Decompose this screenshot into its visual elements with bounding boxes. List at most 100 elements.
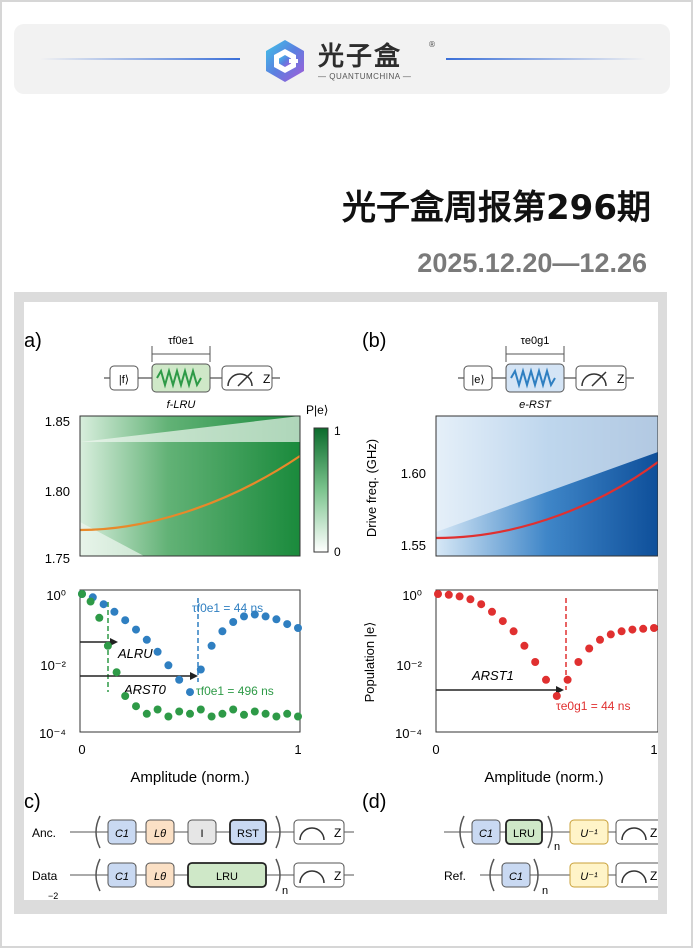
row-label-data: Data [32, 869, 58, 883]
gate-c1 [107, 862, 137, 888]
data-point-blue [99, 600, 108, 609]
data-point-blue [218, 627, 227, 636]
brand-name: 光子盒 [318, 42, 403, 72]
panel-label-b: (b) [362, 330, 386, 352]
state-f-label: |f⟩ [119, 374, 129, 386]
colorbar-bottom: 0 [334, 545, 341, 559]
data-point-red [542, 675, 550, 684]
fit-curve-a [79, 455, 301, 532]
ytick: 10⁻² [40, 658, 66, 673]
xtick: 0 [78, 742, 85, 757]
data-point-red [628, 625, 637, 634]
data-point-blue [240, 612, 248, 621]
meter-icon [621, 827, 647, 841]
data-point-green [112, 668, 121, 677]
data-point-green [132, 702, 140, 711]
meas-box [293, 862, 345, 888]
data-point-red [574, 658, 583, 666]
data-point-red [650, 624, 658, 632]
data-point-green [207, 712, 216, 721]
data-point-blue [121, 616, 130, 625]
a-rst1-label: ARST1 [471, 668, 514, 683]
xlabel-b: Amplitude (norm.) [484, 769, 603, 786]
state-box-f [109, 365, 139, 391]
rst-pulse-icon [510, 367, 556, 389]
gate-label: C1 [509, 871, 523, 883]
a-rst-label: ARST0 [123, 682, 167, 697]
data-point-green [250, 707, 259, 716]
population-plot-b: 10⁰ 10⁻² 10⁻⁴ 0 1 Amplitude (norm.) Popu… [362, 588, 658, 786]
data-point-blue [294, 624, 302, 632]
state-box-e [463, 365, 493, 391]
gate-label: RST [237, 828, 259, 840]
b-heat-ylabel: Drive freq. (GHz) [364, 439, 379, 537]
lru-pulse-icon [156, 367, 202, 389]
meas-z: Z [650, 826, 657, 840]
gate-l [145, 862, 175, 888]
points-a [78, 590, 302, 721]
ytick: 1.60 [401, 466, 426, 481]
fit-curve-b [435, 461, 658, 540]
issue-date: 2025.12.20—12.26 [417, 248, 647, 278]
gate-label: Lθ [154, 871, 166, 883]
data-point-red [606, 630, 615, 639]
meas-z: Z [650, 869, 657, 883]
repeat-n: n [542, 885, 548, 897]
panel-label-d: (d) [362, 791, 386, 813]
meas-z-b: Z [617, 372, 624, 386]
data-point-blue [283, 620, 292, 629]
population-plot-a: 10⁰ 10⁻² 10⁻⁴ 0 1 Amplitude (norm.) ALRU… [39, 588, 302, 786]
ytick: 1.55 [401, 538, 426, 553]
meas-box [615, 819, 658, 845]
data-point-blue [272, 615, 281, 624]
data-point-green [95, 613, 104, 622]
brand-name-en: — QUANTUMCHINA — [318, 72, 412, 81]
tau-green-label: τf0e1 = 496 ns [196, 684, 274, 698]
tau-red-label: τe0g1 = 44 ns [556, 699, 630, 713]
colorbar-top: 1 [334, 424, 341, 438]
data-point-green [175, 707, 184, 716]
gate-label: I [200, 828, 203, 840]
data-point-red [488, 607, 496, 616]
gate-label: LRU [216, 871, 238, 883]
gate-label: C1 [479, 828, 493, 840]
gate-c1 [501, 862, 531, 888]
gate-label: C1 [115, 828, 129, 840]
tau-blue-label: τf0e1 = 44 ns [192, 601, 263, 615]
data-point-green [86, 597, 95, 606]
logo-icon [266, 40, 304, 82]
data-point-green [164, 712, 173, 721]
gate-u-inv [569, 819, 609, 845]
circuit-c: Anc. Data −2 C1 Lθ I RST C1 Lθ LRU n Z Z [32, 815, 354, 900]
gate-l [145, 819, 175, 845]
data-point-green [240, 710, 248, 719]
data-point-green [229, 705, 238, 714]
data-point-red [509, 627, 518, 636]
row-label-anc: Anc. [32, 826, 56, 840]
ytick: 10⁰ [46, 588, 66, 603]
ytick: 1.85 [45, 414, 70, 429]
gate-label: Lθ [154, 828, 166, 840]
data-point-green [283, 709, 292, 718]
heatmap-b: 1.60 1.55 Drive freq. (GHz) [364, 415, 658, 557]
data-point-red [617, 627, 626, 636]
data-point-green [272, 712, 281, 721]
data-point-red [434, 590, 442, 598]
gate-c1 [471, 819, 501, 845]
data-point-green [218, 709, 227, 718]
header-line-right [446, 58, 646, 60]
lru-label: f-LRU [167, 399, 196, 411]
meas-box [615, 862, 658, 888]
data-point-green [78, 590, 86, 598]
figure: a) (b) c) (d) |f⟩ f-LRU τf0e1 Z |e⟩ e-RS… [24, 302, 658, 900]
lru-box [151, 363, 211, 393]
xlabel-a: Amplitude (norm.) [130, 769, 249, 786]
data-point-red [455, 592, 464, 601]
gate-lru [505, 819, 543, 845]
meter-icon [299, 870, 325, 884]
circuit-b: |e⟩ e-RST τe0g1 Z [458, 335, 634, 411]
tau-label-a: τf0e1 [168, 335, 194, 347]
data-point-red [639, 624, 648, 633]
points-b [434, 590, 658, 700]
data-point-red [498, 617, 507, 626]
